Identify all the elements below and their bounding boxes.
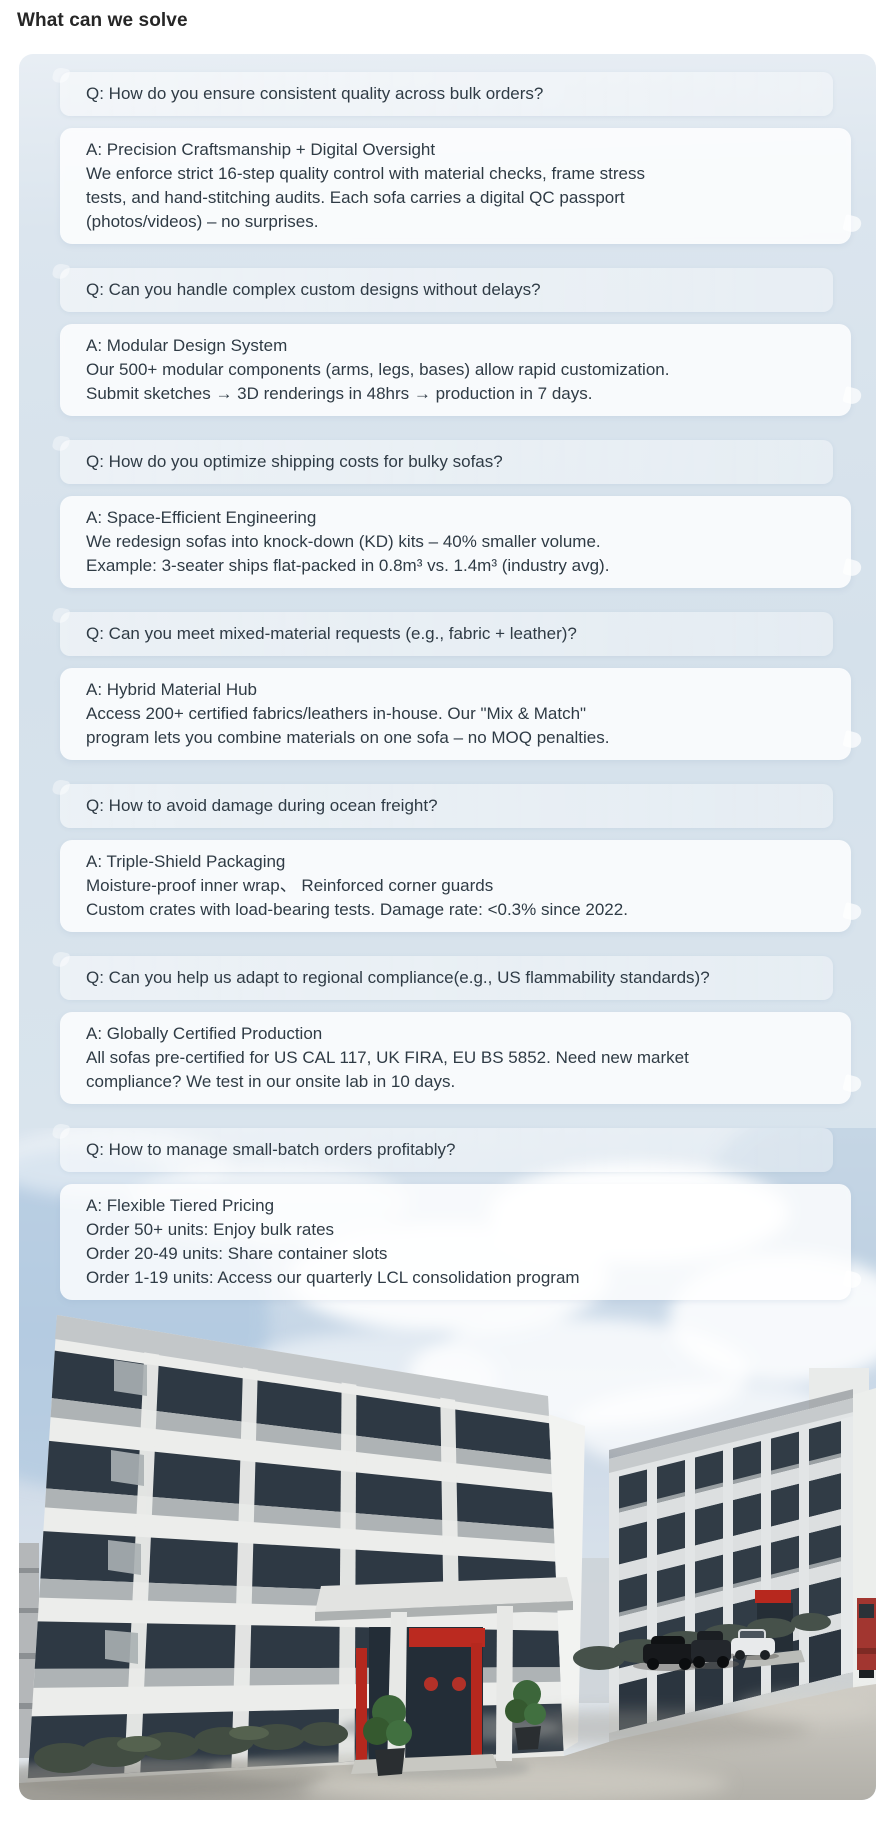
question-text: Q: Can you handle complex custom designs… xyxy=(86,280,541,299)
answer-line: All sofas pre-certified for US CAL 117, … xyxy=(86,1048,689,1067)
answer-line: Access 200+ certified fabrics/leathers i… xyxy=(86,704,587,723)
question-bubble: Q: How do you optimize shipping costs fo… xyxy=(60,440,833,484)
question-bubble: Q: How to avoid damage during ocean frei… xyxy=(60,784,833,828)
answer-line: compliance? We test in our onsite lab in… xyxy=(86,1072,456,1091)
question-text: Q: Can you meet mixed-material requests … xyxy=(86,624,577,643)
faq-item: Q: How to avoid damage during ocean frei… xyxy=(19,784,876,932)
answer-line: Example: 3-seater ships flat-packed in 0… xyxy=(86,556,610,575)
question-bubble: Q: How do you ensure consistent quality … xyxy=(60,72,833,116)
faq-bubble-list: Q: How do you ensure consistent quality … xyxy=(19,54,876,1300)
question-bubble: Q: How to manage small-batch orders prof… xyxy=(60,1128,833,1172)
answer-bubble: A: Hybrid Material Hub Access 200+ certi… xyxy=(60,668,851,760)
page-title: What can we solve xyxy=(17,10,188,31)
balconies xyxy=(105,1360,147,1664)
answer-line: program lets you combine materials on on… xyxy=(86,728,610,747)
faq-item: Q: Can you meet mixed-material requests … xyxy=(19,612,876,760)
answer-line: A: Hybrid Material Hub xyxy=(86,680,258,699)
faq-item: Q: How do you optimize shipping costs fo… xyxy=(19,440,876,588)
answer-bubble: A: Triple-Shield Packaging Moisture-proo… xyxy=(60,840,851,932)
answer-bubble: A: Flexible Tiered Pricing Order 50+ uni… xyxy=(60,1184,851,1300)
faq-item: Q: How do you ensure consistent quality … xyxy=(19,72,876,244)
faq-item: Q: How to manage small-batch orders prof… xyxy=(19,1128,876,1300)
answer-bubble: A: Modular Design System Our 500+ modula… xyxy=(60,324,851,416)
faq-item: Q: Can you handle complex custom designs… xyxy=(19,268,876,416)
question-text: Q: How do you ensure consistent quality … xyxy=(86,84,544,103)
answer-line: Submit sketches → 3D renderings in 48hrs… xyxy=(86,384,593,403)
answer-line: tests, and hand-stitching audits. Each s… xyxy=(86,188,625,207)
answer-line: Order 50+ units: Enjoy bulk rates xyxy=(86,1220,335,1239)
answer-line: Order 1-19 units: Access our quarterly L… xyxy=(86,1268,580,1287)
question-text: Q: How to avoid damage during ocean frei… xyxy=(86,796,438,815)
answer-line: Moisture-proof inner wrap、 Reinforced co… xyxy=(86,876,494,895)
faq-panel: Q: How do you ensure consistent quality … xyxy=(19,54,876,1800)
answer-line: A: Flexible Tiered Pricing xyxy=(86,1196,275,1215)
answer-line: We redesign sofas into knock-down (KD) k… xyxy=(86,532,601,551)
question-bubble: Q: Can you meet mixed-material requests … xyxy=(60,612,833,656)
question-bubble: Q: Can you handle complex custom designs… xyxy=(60,268,833,312)
question-text: Q: How to manage small-batch orders prof… xyxy=(86,1140,456,1159)
parked-cars xyxy=(633,1629,779,1671)
red-truck xyxy=(857,1598,876,1678)
answer-line: A: Modular Design System xyxy=(86,336,288,355)
answer-line: A: Precision Craftsmanship + Digital Ove… xyxy=(86,140,436,159)
answer-line: A: Triple-Shield Packaging xyxy=(86,852,286,871)
answer-bubble: A: Globally Certified Production All sof… xyxy=(60,1012,851,1104)
answer-line: Order 20-49 units: Share container slots xyxy=(86,1244,388,1263)
answer-line: Custom crates with load-bearing tests. D… xyxy=(86,900,628,919)
faq-item: Q: Can you help us adapt to regional com… xyxy=(19,956,876,1104)
answer-line: A: Space-Efficient Engineering xyxy=(86,508,317,527)
answer-line: We enforce strict 16-step quality contro… xyxy=(86,164,645,183)
answer-bubble: A: Precision Craftsmanship + Digital Ove… xyxy=(60,128,851,244)
question-text: Q: How do you optimize shipping costs fo… xyxy=(86,452,503,471)
answer-line: (photos/videos) – no surprises. xyxy=(86,212,319,231)
answer-bubble: A: Space-Efficient Engineering We redesi… xyxy=(60,496,851,588)
question-bubble: Q: Can you help us adapt to regional com… xyxy=(60,956,833,1000)
answer-line: A: Globally Certified Production xyxy=(86,1024,323,1043)
answer-line: Our 500+ modular components (arms, legs,… xyxy=(86,360,670,379)
topiary-plants xyxy=(363,1680,546,1776)
question-text: Q: Can you help us adapt to regional com… xyxy=(86,968,710,987)
